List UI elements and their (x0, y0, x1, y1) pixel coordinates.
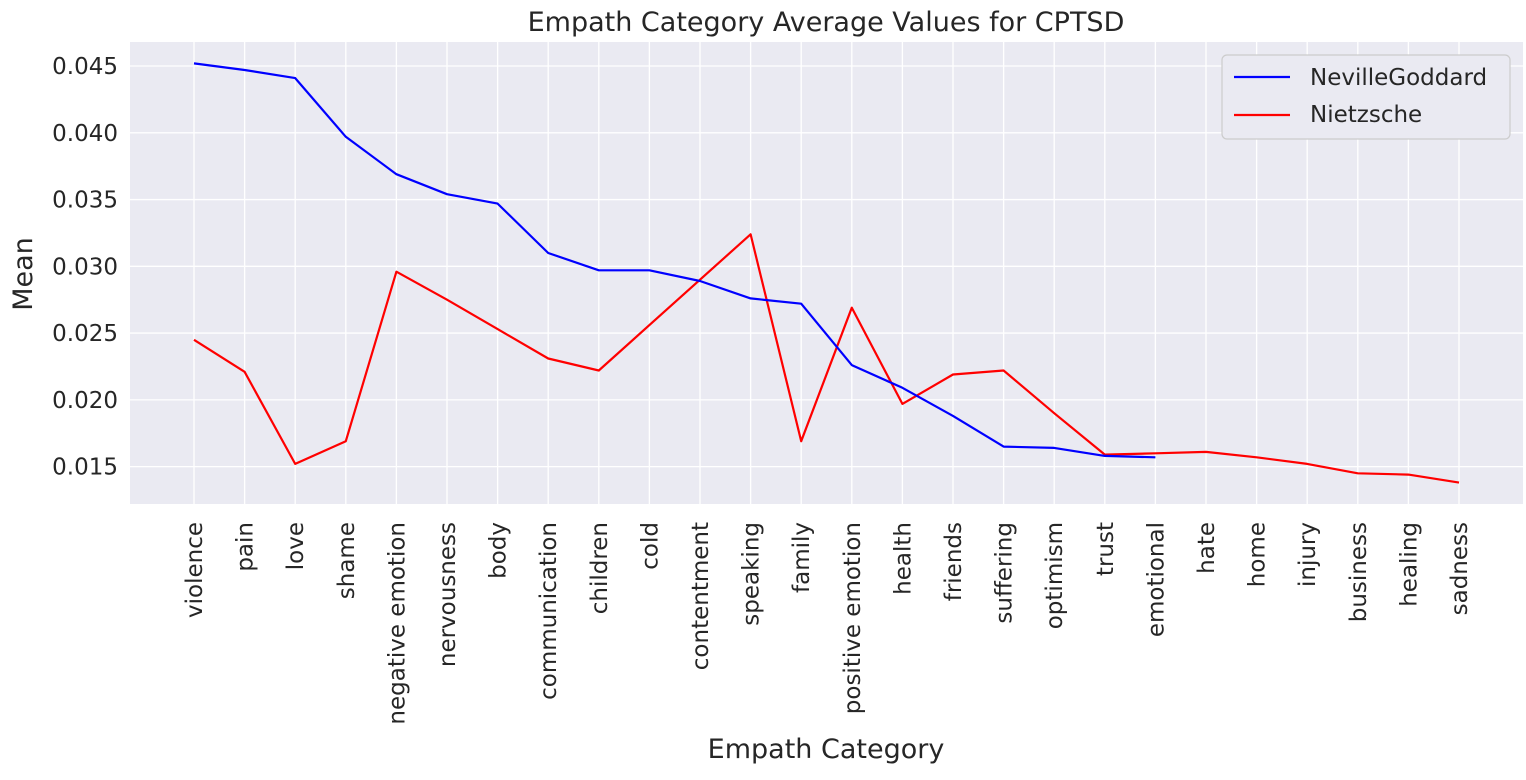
x-tick-label: negative emotion (384, 522, 410, 725)
x-tick-label: cold (637, 522, 663, 570)
x-tick-label: violence (182, 522, 208, 618)
y-tick-label: 0.030 (52, 254, 118, 280)
y-tick-label: 0.025 (52, 321, 118, 347)
x-tick-label: nervousness (435, 522, 461, 667)
series-line-nietzsche (193, 233, 1460, 484)
x-tick-label: business (1346, 522, 1372, 622)
x-tick-label: healing (1396, 522, 1422, 607)
x-tick-label: love (283, 522, 309, 570)
x-tick-label: home (1245, 522, 1271, 587)
series-line-nevillegoddard (193, 62, 1156, 459)
y-tick-label: 0.035 (52, 188, 118, 214)
x-tick-label: friends (941, 522, 967, 601)
x-tick-label: hate (1194, 522, 1220, 574)
x-tick-label: emotional (1143, 522, 1169, 637)
x-axis-label: Empath Category (708, 734, 945, 765)
x-tick-label: speaking (739, 522, 765, 626)
x-tick-labels: violence pain love shame negative emotion ner… (182, 522, 1473, 725)
legend: NevilleGoddard Nietzsche (1221, 54, 1511, 140)
x-tick-label: communication (536, 522, 562, 700)
x-tick-label: body (486, 522, 512, 579)
x-tick-label: health (890, 522, 916, 595)
x-tick-label: sadness (1447, 522, 1473, 615)
legend-label-nevillegoddard: NevilleGoddard (1310, 65, 1487, 91)
x-tick-label: optimism (1042, 522, 1068, 629)
x-tick-label: trust (1093, 522, 1119, 576)
series-lines (193, 62, 1460, 484)
y-tick-label: 0.045 (52, 54, 118, 80)
legend-box (1221, 54, 1511, 140)
y-tick-label: 0.015 (52, 455, 118, 481)
x-tick-label: children (587, 522, 613, 614)
x-tick-label: positive emotion (840, 522, 866, 714)
x-tick-label: pain (233, 522, 259, 572)
x-tick-label: injury (1295, 522, 1321, 587)
x-tick-label: shame (334, 522, 360, 599)
chart-title: Empath Category Average Values for CPTSD (528, 7, 1125, 38)
legend-label-nietzsche: Nietzsche (1310, 102, 1422, 128)
x-tick-label: suffering (992, 522, 1018, 624)
y-tick-label: 0.020 (52, 388, 118, 414)
y-tick-label: 0.040 (52, 121, 118, 147)
x-tick-label: family (789, 522, 815, 593)
y-tick-labels: 0.015 0.020 0.025 0.030 0.035 0.040 0.045 (52, 54, 118, 481)
y-axis-label: Mean (8, 237, 39, 311)
x-tick-label: contentment (688, 522, 714, 670)
